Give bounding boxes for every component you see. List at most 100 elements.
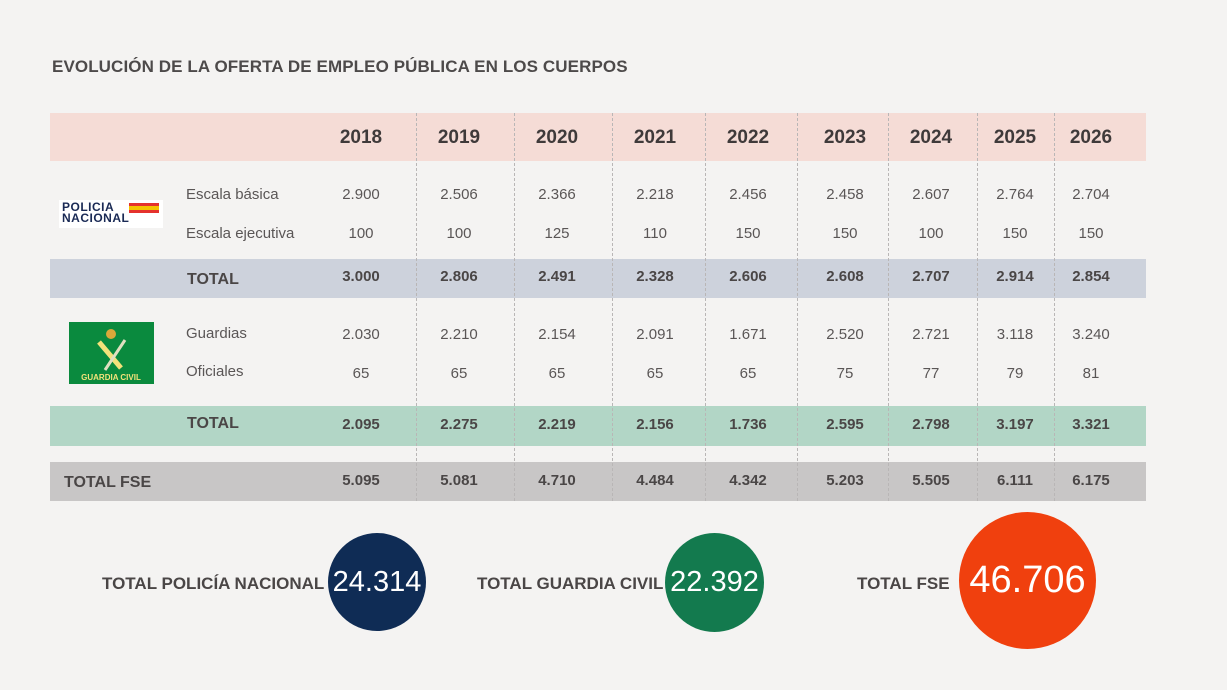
table-cell: 110 xyxy=(643,225,667,242)
table-cell: 2.328 xyxy=(636,268,674,285)
summary-circle-policia: 24.314 xyxy=(328,533,426,631)
table-cell: 65 xyxy=(739,365,757,382)
row-label-escala-basica: Escala básica xyxy=(186,186,279,203)
summary-value-guardia: 22.392 xyxy=(670,566,759,598)
table-cell: 3.197 xyxy=(996,416,1034,433)
table-cell: 1.671 xyxy=(729,326,767,343)
table-cell: 2.154 xyxy=(538,326,576,343)
column-divider xyxy=(797,113,798,501)
year-header: 2025 xyxy=(993,127,1037,148)
year-header: 2022 xyxy=(726,127,770,148)
table-cell: 79 xyxy=(1006,365,1024,382)
table-cell: 2.806 xyxy=(440,268,478,285)
summary-value-policia: 24.314 xyxy=(332,565,422,598)
table-cell: 2.608 xyxy=(826,268,864,285)
table-cell: 4.710 xyxy=(538,472,576,489)
table-cell: 4.342 xyxy=(729,472,767,489)
policia-total-row xyxy=(50,259,1146,298)
table-cell: 150 xyxy=(1002,225,1028,242)
header-row xyxy=(50,113,1146,161)
table-cell: 75 xyxy=(836,365,854,382)
table-cell: 2.219 xyxy=(538,416,576,433)
year-header: 2020 xyxy=(535,127,579,148)
table-cell: 2.095 xyxy=(342,416,380,433)
column-divider xyxy=(416,113,417,501)
table-cell: 150 xyxy=(832,225,858,242)
row-label-guardia-total: TOTAL xyxy=(187,415,239,432)
table-cell: 2.218 xyxy=(636,186,674,203)
table-cell: 2.704 xyxy=(1072,186,1110,203)
guardia-civil-emblem-icon: GUARDIA CIVIL xyxy=(81,329,141,382)
table-cell: 65 xyxy=(352,365,370,382)
table-cell: 2.458 xyxy=(826,186,864,203)
svg-text:GUARDIA CIVIL: GUARDIA CIVIL xyxy=(81,373,141,382)
column-divider xyxy=(977,113,978,501)
page-title: EVOLUCIÓN DE LA OFERTA DE EMPLEO PÚBLICA… xyxy=(52,57,628,76)
table-cell: 5.081 xyxy=(440,472,478,489)
table-cell: 2.520 xyxy=(826,326,864,343)
table-cell: 2.091 xyxy=(636,326,674,343)
table-cell: 2.366 xyxy=(538,186,576,203)
table-cell: 100 xyxy=(348,225,374,242)
row-label-escala-ejecutiva: Escala ejecutiva xyxy=(186,225,295,242)
table-cell: 2.030 xyxy=(342,326,380,343)
table-cell: 2.606 xyxy=(729,268,767,285)
table-cell: 6.175 xyxy=(1072,472,1110,489)
year-header: 2026 xyxy=(1069,127,1113,148)
summary-circle-fse: 46.706 xyxy=(959,512,1096,649)
column-divider xyxy=(612,113,613,501)
table-cell: 4.484 xyxy=(636,472,674,489)
table-cell: 2.595 xyxy=(826,416,864,433)
table-cell: 2.798 xyxy=(912,416,950,433)
table-cell: 1.736 xyxy=(729,416,767,433)
year-header: 2023 xyxy=(823,127,867,148)
row-label-total-fse: TOTAL FSE xyxy=(64,474,152,491)
table-cell: 65 xyxy=(646,365,664,382)
table-cell: 5.095 xyxy=(342,472,380,489)
table-cell: 100 xyxy=(918,225,944,242)
table-cell: 5.203 xyxy=(826,472,864,489)
column-divider xyxy=(514,113,515,501)
row-label-guardias: Guardias xyxy=(186,325,247,342)
year-header: 2024 xyxy=(909,127,953,148)
table-cell: 2.607 xyxy=(912,186,950,203)
table-cell: 2.456 xyxy=(729,186,767,203)
summary-label-guardia: TOTAL GUARDIA CIVIL xyxy=(477,574,664,593)
guardia-total-row xyxy=(50,406,1146,446)
table-cell: 3.240 xyxy=(1072,326,1110,343)
table-cell: 2.506 xyxy=(440,186,478,203)
table-cell: 5.505 xyxy=(912,472,950,489)
table-cell: 81 xyxy=(1082,365,1100,382)
fse-total-row xyxy=(50,462,1146,501)
year-header: 2018 xyxy=(339,127,383,148)
year-header: 2019 xyxy=(437,127,481,148)
column-divider xyxy=(705,113,706,501)
table-cell: 2.764 xyxy=(996,186,1034,203)
table-cell: 2.721 xyxy=(912,326,950,343)
policia-nacional-logo: POLICIA NACIONAL xyxy=(59,200,163,228)
table-cell: 2.156 xyxy=(636,416,674,433)
summary-label-fse: TOTAL FSE xyxy=(857,574,950,593)
table-cell: 2.707 xyxy=(912,268,950,285)
table-cell: 2.491 xyxy=(538,268,576,285)
table-cell: 3.000 xyxy=(342,268,380,285)
summary-circle-guardia: 22.392 xyxy=(665,533,764,632)
row-label-oficiales: Oficiales xyxy=(186,363,244,380)
table-cell: 100 xyxy=(446,225,472,242)
guardia-civil-logo: GUARDIA CIVIL xyxy=(69,322,154,384)
table-cell: 3.118 xyxy=(996,326,1034,343)
summary-value-fse: 46.706 xyxy=(969,559,1086,601)
row-label-policia-total: TOTAL xyxy=(187,271,239,288)
table-cell: 150 xyxy=(735,225,761,242)
table-cell: 77 xyxy=(922,365,940,382)
table-cell: 2.900 xyxy=(342,186,380,203)
table-cell: 150 xyxy=(1078,225,1104,242)
year-header: 2021 xyxy=(633,127,677,148)
table-cell: 3.321 xyxy=(1072,416,1110,433)
column-divider xyxy=(1054,113,1055,501)
table-cell: 2.854 xyxy=(1072,268,1110,285)
table-cell: 2.210 xyxy=(440,326,478,343)
table-cell: 2.914 xyxy=(996,268,1034,285)
table-cell: 125 xyxy=(544,225,570,242)
summary-label-policia: TOTAL POLICÍA NACIONAL xyxy=(102,574,325,593)
